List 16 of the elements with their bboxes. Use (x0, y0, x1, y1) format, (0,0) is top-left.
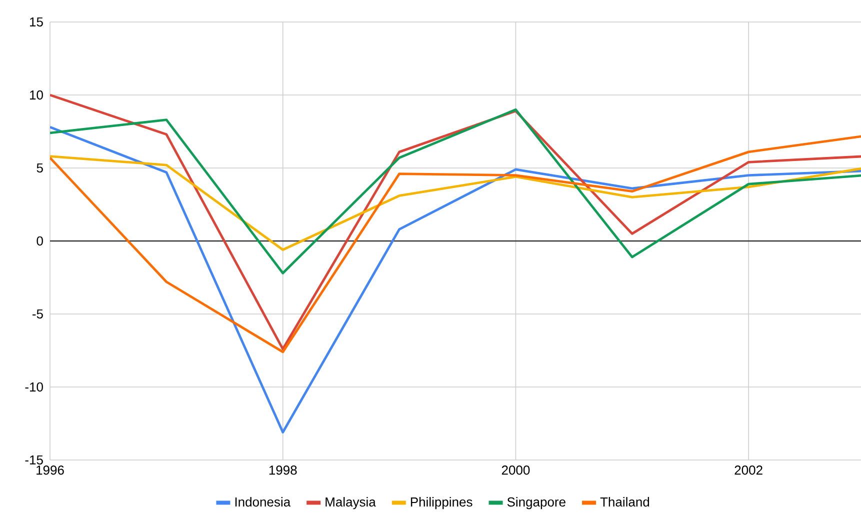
y-tick-label: 0 (36, 236, 43, 246)
y-tick-label: 15 (30, 17, 43, 27)
x-tick-label: 2000 (502, 466, 530, 475)
x-tick-label: 1998 (269, 466, 297, 475)
y-tick-label: -5 (32, 309, 43, 319)
y-tick-label: -10 (25, 382, 43, 392)
y-tick-label: 10 (30, 90, 43, 100)
y-tick-label: -15 (25, 455, 43, 465)
legend-label: Philippines (410, 497, 472, 510)
legend-label: Malaysia (326, 497, 376, 510)
legend-label: Thailand (600, 497, 650, 507)
legend-label: Indonesia (235, 497, 291, 507)
y-tick-label: 5 (36, 163, 43, 173)
x-tick-label: 1996 (36, 466, 64, 475)
x-tick-label: 2002 (734, 466, 762, 475)
legend-label: Singapore (507, 497, 566, 510)
